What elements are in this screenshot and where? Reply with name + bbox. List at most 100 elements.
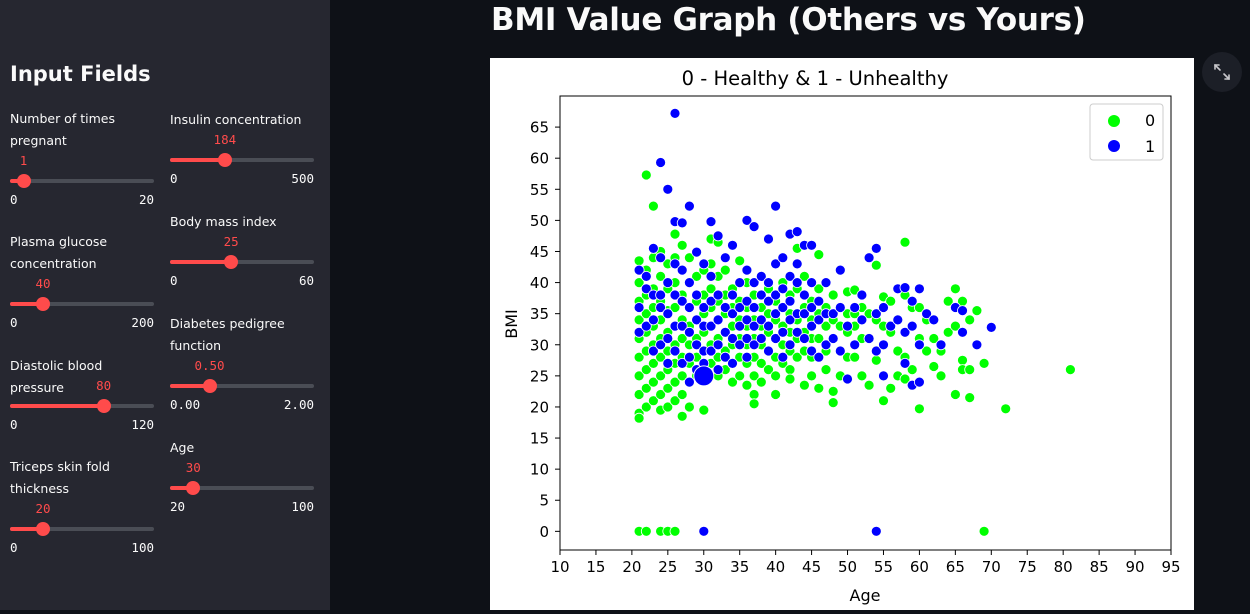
slider-thumb[interactable] <box>16 174 31 188</box>
slider-label: Diabetes pedigree function <box>170 316 285 353</box>
slider-track[interactable] <box>170 153 314 167</box>
data-point-series-0 <box>669 376 681 388</box>
data-point-series-1 <box>763 295 774 307</box>
data-point-series-1 <box>676 295 688 307</box>
slider-track[interactable] <box>10 174 154 188</box>
slider-thumb[interactable] <box>186 481 201 495</box>
data-point-series-0 <box>820 320 832 332</box>
data-point-series-0 <box>957 354 968 366</box>
data-point-series-1 <box>640 283 652 295</box>
data-point-series-1 <box>834 264 846 276</box>
slider-thumb[interactable] <box>224 255 239 269</box>
slider-min-label: 0 <box>10 540 18 555</box>
slider-triceps-skin-fold-thickness: Triceps skin fold thickness 20 0 100 <box>10 456 154 555</box>
data-point-series-0 <box>978 357 990 369</box>
slider-diabetes-pedigree-function: Diabetes pedigree function 0.50 0.00 2.00 <box>170 313 314 412</box>
slider-track[interactable] <box>10 522 154 536</box>
sidebar: Input Fields Number of times pregnant 1 0 2… <box>0 0 330 610</box>
data-point-series-1 <box>691 289 703 301</box>
slider-label: Age <box>170 440 195 455</box>
data-point-series-0 <box>849 351 861 363</box>
chart-legend: 0 1 <box>1089 103 1164 161</box>
slider-min-label: 0.00 <box>170 397 201 412</box>
data-point-series-1 <box>683 326 695 338</box>
slider-track[interactable] <box>170 481 314 495</box>
data-point-series-1 <box>870 345 882 357</box>
data-point-series-1 <box>777 302 789 313</box>
y-tick-label: 35 <box>530 305 549 323</box>
data-point-series-0 <box>813 333 825 344</box>
slider-label: Triceps skin fold thickness <box>10 459 110 496</box>
slider-max-label: 500 <box>291 171 314 186</box>
data-point-series-0 <box>655 389 667 400</box>
y-tick-label: 65 <box>530 119 549 137</box>
slider-min-label: 20 <box>170 499 186 514</box>
slider-max-label: 60 <box>298 273 314 288</box>
data-point-series-1 <box>655 157 667 168</box>
y-tick-label: 0 <box>539 523 549 541</box>
data-point-series-1 <box>770 200 782 212</box>
data-point-series-1 <box>655 339 667 351</box>
data-point-series-1 <box>899 326 911 338</box>
data-point-series-1 <box>770 308 782 320</box>
chart-container: 0 - Healthy & 1 - Unhealthy 10 15 20 25 30 35… <box>490 58 1194 610</box>
data-point-series-1 <box>669 258 681 270</box>
slider-track[interactable] <box>10 297 154 311</box>
data-point-series-1 <box>878 302 889 313</box>
data-point-series-0 <box>633 351 645 363</box>
slider-thumb[interactable] <box>96 399 111 413</box>
slider-thumb[interactable] <box>217 153 232 167</box>
data-point-series-1 <box>798 289 810 301</box>
data-point-series-1 <box>957 326 968 338</box>
slider-track[interactable] <box>10 399 154 413</box>
slider-track[interactable] <box>170 255 314 269</box>
data-point-series-1 <box>798 333 810 344</box>
data-point-series-1 <box>691 246 703 258</box>
data-point-series-1 <box>662 183 674 195</box>
data-point-series-1 <box>827 308 839 320</box>
slider-fill <box>10 404 104 408</box>
data-point-series-1 <box>683 302 695 313</box>
data-point-series-0 <box>705 283 717 295</box>
data-point-series-1 <box>763 320 774 332</box>
data-point-series-1 <box>727 333 738 344</box>
bmi-scatter-chart: 0 - Healthy & 1 - Unhealthy 10 15 20 25 30 35… <box>502 67 1181 605</box>
y-tick-label: 30 <box>530 336 549 354</box>
y-axis-label: BMI <box>502 309 521 339</box>
data-point-series-1 <box>741 351 753 363</box>
data-point-series-0 <box>640 308 652 320</box>
slider-number-of-times-pregnant: Number of times pregnant 1 0 20 <box>10 108 154 207</box>
slider-max-label: 20 <box>138 192 154 207</box>
data-point-series-0 <box>863 379 875 391</box>
y-tick-label: 60 <box>530 150 549 168</box>
slider-label: Body mass index <box>170 214 277 229</box>
fullscreen-button[interactable] <box>1202 52 1242 92</box>
legend-marker-1 <box>1108 140 1120 152</box>
slider-thumb[interactable] <box>36 522 50 536</box>
x-tick-label: 45 <box>802 558 821 576</box>
slider-label: Insulin concentration <box>170 112 302 127</box>
data-point-series-0 <box>827 289 839 301</box>
slider-thumb[interactable] <box>36 297 50 311</box>
data-point-series-1 <box>719 326 731 338</box>
data-point-series-1 <box>770 258 782 270</box>
data-point-series-0 <box>640 169 652 181</box>
slider-min-label: 0 <box>10 417 18 432</box>
slider-min-label: 0 <box>10 192 18 207</box>
data-point-series-0 <box>655 370 667 382</box>
data-point-series-0 <box>763 364 774 376</box>
data-point-series-0 <box>949 283 961 295</box>
data-point-series-1 <box>748 277 760 289</box>
slider-track[interactable] <box>170 379 314 393</box>
x-tick-label: 15 <box>586 558 605 576</box>
slider-thumb[interactable] <box>202 379 217 393</box>
data-point-series-1 <box>784 314 796 326</box>
slider-fill <box>10 302 43 306</box>
data-point-series-1 <box>899 357 911 369</box>
data-point-series-1 <box>791 326 803 338</box>
x-tick-label: 10 <box>550 558 569 576</box>
data-point-series-1 <box>748 221 760 233</box>
data-point-series-1 <box>842 320 853 332</box>
data-point-series-1 <box>662 333 674 344</box>
data-point-series-1 <box>820 339 832 351</box>
